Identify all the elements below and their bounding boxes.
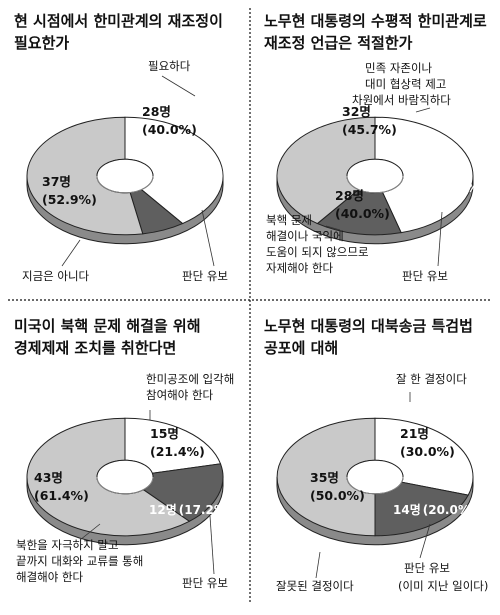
slice-category-label: 끝까지 대화와 교류를 통해: [16, 554, 143, 568]
slice-leader-line: [437, 211, 443, 267]
slice-percent-label: (40.0%): [142, 122, 197, 137]
slice-leader-line: [209, 515, 215, 575]
slice-count-label: 15명: [150, 426, 179, 441]
slice-value-label: 10명 (14.3%): [402, 181, 484, 195]
slice-percent-label: (17.2%): [179, 503, 232, 517]
pie-hole-inner-edge: [96, 175, 154, 194]
pie-hole-inner-edge: [346, 175, 404, 194]
slice-count-label: 37명: [42, 174, 71, 189]
slice-leader-line: [419, 523, 431, 559]
slice-leader-line: [79, 523, 101, 541]
slice-percent-label: (21.4%): [150, 444, 205, 459]
slice-percent-label: (20.0%): [423, 503, 476, 517]
slice-count-label: 5명: [183, 173, 202, 187]
pie-hole-inner-edge: [96, 476, 154, 495]
slice-leader-line: [315, 551, 321, 579]
slice-percent-label: (40.0%): [335, 206, 390, 221]
slice-leader-line: [201, 209, 215, 267]
slice-category-label: 한미공조에 입각해: [146, 372, 234, 386]
slice-category-label: 대미 협상력 제고: [365, 77, 446, 91]
slice-leader-line: [161, 75, 196, 97]
chart-title-line: 경제제재 조치를 취한다면: [14, 339, 176, 357]
slice-percent-label: (14.3%): [432, 181, 485, 195]
slice-count-label: 21명: [400, 426, 429, 441]
slice-category-label: 해결이나 국익에: [266, 229, 344, 243]
slice-leader-line: [325, 225, 341, 231]
chart-title-line: 재조정 언급은 적절한가: [264, 34, 413, 52]
slice-category-label: 판단 유보: [182, 269, 228, 283]
slice-count-label: 10명: [402, 181, 430, 195]
slice-category-label: 필요하다: [148, 59, 191, 73]
chart-title-line: 미국이 북핵 문제 해결을 위해: [14, 317, 201, 335]
slice-value-label: 5명 (7.1%): [183, 173, 249, 187]
slice-percent-label: (52.9%): [42, 192, 97, 207]
slice-category-label: 도움이 되지 않으므로: [266, 245, 369, 259]
slice-leader-line: [415, 107, 431, 113]
slice-leader-line: [61, 239, 81, 267]
slice-category-label: 참여해야 한다: [146, 388, 214, 402]
slice-percent-label: (50.0%): [310, 488, 365, 503]
slice-count-label: 28명: [335, 188, 364, 203]
slice-value-label: 14명 (20.0%): [393, 503, 475, 517]
chart-title-line: 노무현 대통령의 수평적 한미관계로: [264, 12, 487, 30]
slice-count-label: 32명: [342, 104, 371, 119]
slice-category-label: 자제해야 한다: [266, 261, 334, 275]
slice-category-label: 민족 자존이나: [365, 61, 433, 75]
slice-category-label: 판단 유보: [182, 576, 228, 590]
slice-category-label: 판단 유보: [402, 269, 448, 283]
slice-percent-label: (30.0%): [400, 444, 455, 459]
slice-category-label: 판단 유보: [404, 561, 450, 575]
slice-percent-label: (7.1%): [204, 173, 248, 187]
slice-count-label: 12명: [149, 503, 177, 517]
pie-hole-inner-edge: [346, 476, 404, 495]
slice-category-label: 북한을 자극하지 말고: [16, 538, 119, 552]
slice-percent-label: (45.7%): [342, 122, 397, 137]
slice-count-label: 43명: [34, 470, 63, 485]
slice-category-label: 차원에서 바람직하다: [352, 93, 451, 107]
slice-count-label: 14명: [393, 503, 421, 517]
slice-category-label: 잘 한 결정이다: [396, 372, 467, 386]
chart-title-line: 노무현 대통령의 대북송금 특검법: [264, 317, 473, 335]
slice-category-label: 북핵 문제: [266, 213, 312, 227]
chart-title-line: 필요한가: [14, 34, 69, 52]
slice-count-label: 35명: [310, 470, 339, 485]
chart-title-line: 현 시점에서 한미관계의 재조정이: [14, 12, 223, 30]
slice-value-label: 12명 (17.2%): [149, 503, 231, 517]
slice-category-label: 잘못된 결정이다: [276, 579, 354, 593]
chart-title-line: 공포에 대해: [264, 339, 338, 357]
slice-count-label: 28명: [142, 104, 171, 119]
slice-category-label: (이미 지난 일이다): [398, 579, 488, 593]
slice-category-label: 지금은 아니다: [22, 269, 90, 283]
slice-percent-label: (61.4%): [34, 488, 89, 503]
slice-category-label: 해결해야 한다: [16, 570, 84, 584]
